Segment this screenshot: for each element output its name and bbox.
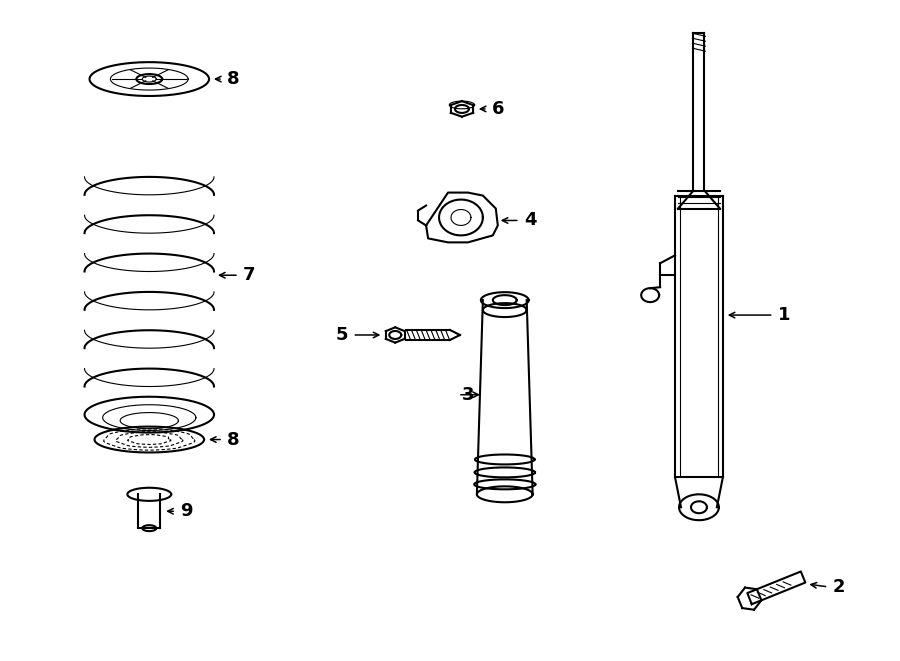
Text: 1: 1 xyxy=(778,306,790,324)
Polygon shape xyxy=(426,192,498,243)
Text: 5: 5 xyxy=(336,326,348,344)
Polygon shape xyxy=(386,327,405,342)
Text: 4: 4 xyxy=(524,212,536,229)
Polygon shape xyxy=(747,572,806,604)
Text: 6: 6 xyxy=(491,100,504,118)
Text: 8: 8 xyxy=(227,70,239,88)
Text: 9: 9 xyxy=(180,502,193,520)
Text: 7: 7 xyxy=(243,266,256,284)
Text: 8: 8 xyxy=(227,430,239,449)
Text: 3: 3 xyxy=(462,386,474,404)
Polygon shape xyxy=(451,101,473,117)
Text: 2: 2 xyxy=(832,578,845,596)
